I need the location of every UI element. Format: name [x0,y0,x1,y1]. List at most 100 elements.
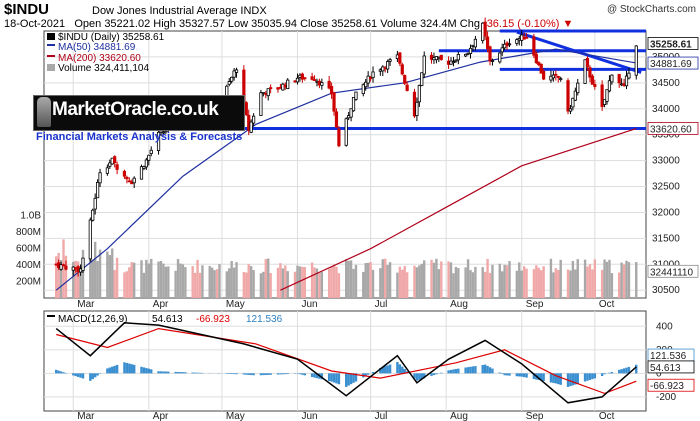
candle-body [583,59,587,84]
macd-hist-bar [627,366,631,374]
macd-hist-bar [81,373,85,379]
volume-bar [384,258,387,298]
candle-body [303,77,307,80]
volume-bar [576,259,579,298]
volume-bar [310,262,314,298]
volume-bar [252,270,255,298]
volume-bar [362,271,365,298]
macd-hist-bar [337,373,341,385]
volume-bar [179,263,182,298]
candle-body [403,75,407,84]
candle-body [244,102,248,116]
macd-x-tick-label: May [226,411,245,421]
macd-tag-box [647,360,695,374]
volume-bar [191,266,194,298]
macd-hist-bar [600,373,604,376]
source-credit[interactable]: @ StockCharts.com [606,4,696,15]
volume-bar [435,258,438,298]
volume-bar [145,259,148,298]
volume-bar [452,273,455,298]
macd-hist-bar [464,367,467,374]
volume-bar [132,262,136,298]
macd-hist-bar [381,367,384,374]
volume-bar [396,272,399,298]
quote-date: 18-Oct-2021 [4,18,66,30]
volume-bar [432,262,436,298]
macd-hist-bar [345,373,348,387]
macd-hist-bar [264,373,267,376]
candle-body [542,70,546,80]
candle-body [388,59,392,62]
candle-body [349,108,353,118]
macd-hist-bar [108,367,112,374]
macd-hist-bar [150,369,153,374]
macd-x-tick-label: Oct [599,411,615,421]
macd-x-tick-label: Mar [77,411,95,421]
macd-legend-swatch [47,315,55,317]
volume-bar [600,269,604,298]
volume-bar [483,271,487,298]
volume-bar [281,268,285,298]
candle-body [602,99,607,105]
trend-line [516,30,642,74]
volume-bar [159,260,163,298]
macd-hist-bar [198,372,202,374]
macd-hist-bar [140,366,143,374]
volume-bar [330,267,333,298]
volume-bar [437,269,441,298]
volume-bar [247,264,250,298]
volume-bars [54,239,638,298]
volume-bar [464,267,467,298]
candle-body [147,154,151,161]
candle-body [573,90,577,101]
volume-bar [457,268,460,298]
macd-x-tick-label: Jul [375,411,388,421]
candle-body [142,166,146,169]
candle-body [327,80,331,89]
macd-hist-bar [310,373,314,378]
volume-bar [574,269,577,298]
volume-bar [481,267,484,298]
macd-x-tick-label: Jun [301,411,317,421]
macd-hist-bar [608,372,611,374]
candle-body [468,47,473,54]
price-y-axis: 30500 31000 31500 32000 32500 33000 33500 34000… [652,52,680,296]
volume-bar [430,259,433,298]
price-panel [43,30,647,299]
macd-hist-bar [96,373,99,376]
macd-hist-bar [569,373,572,387]
volume-bar [420,263,423,298]
price-x-tick-label: May [226,299,245,310]
candle-body [252,115,256,124]
macd-hist-bar [347,373,350,386]
macd-hist-bar [469,366,472,374]
volume-bar [466,259,470,298]
macd-hist-bar [128,363,131,374]
macd-hist-bar [440,372,443,374]
macd-hist-bar [315,373,319,379]
price-x-axis: Mar Apr May Jun Jul Aug Sep Oct [77,299,614,310]
volume-bar [264,259,267,298]
candle-body [81,257,85,271]
macd-hist-bar [593,373,597,379]
volume-bar [364,262,367,298]
macd-hist-bar [230,373,233,375]
macd-hist-bar [54,369,58,374]
volume-bar [401,269,404,298]
volume-bar [162,263,165,298]
volume-bar [164,266,168,298]
volume-bar [549,258,553,298]
candle-body [500,47,504,53]
macd-hist-bar [132,364,136,374]
candle-body [568,108,573,112]
high-label: High [153,18,176,30]
candle-body [539,63,543,74]
macd-hist-bar [403,368,406,374]
volume-bar [130,262,133,298]
volume-bar [515,270,519,298]
candle-body [600,84,604,107]
candle-body [139,166,144,180]
candle-body [588,67,592,78]
macd-hist-bar [179,372,182,374]
